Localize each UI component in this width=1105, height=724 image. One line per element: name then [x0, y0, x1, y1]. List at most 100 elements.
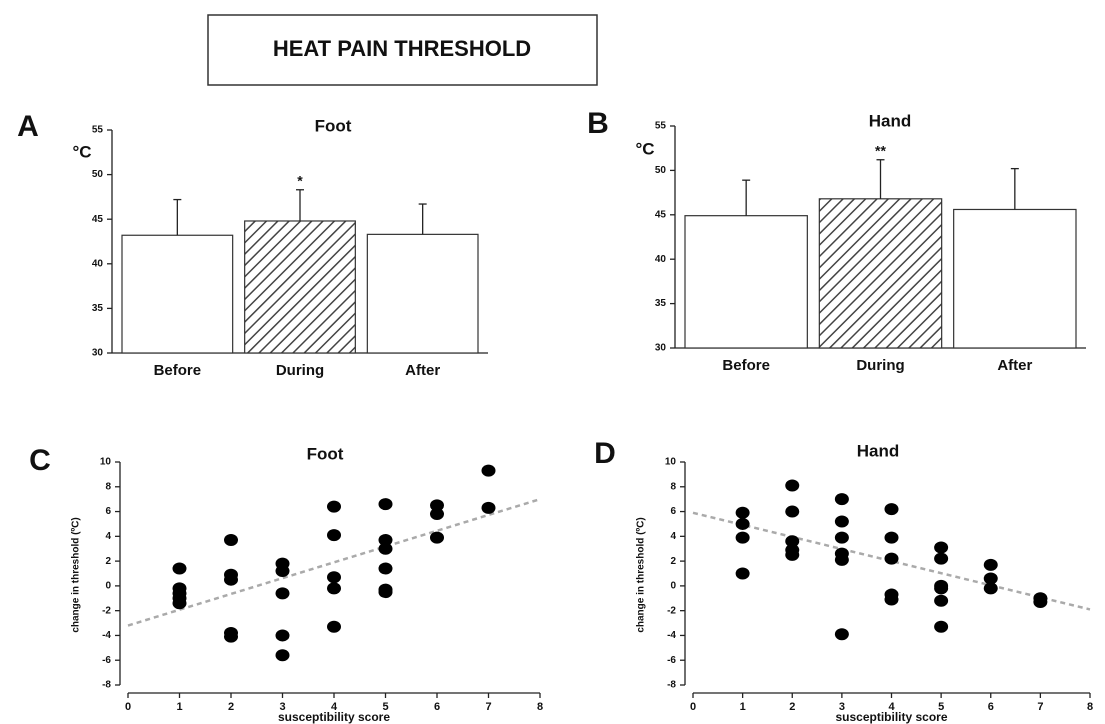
y-tick-label: 55	[655, 121, 667, 132]
panel-title: Foot	[315, 116, 352, 135]
x-tick-label: 2	[228, 701, 234, 713]
point	[224, 573, 238, 586]
point	[934, 594, 949, 607]
y-tick-label: 50	[655, 165, 667, 176]
point	[327, 500, 341, 513]
title-box	[207, 14, 598, 86]
x-tick-label: 1	[176, 701, 182, 713]
x-tick-label: 0	[125, 701, 131, 713]
x-tick-label: 6	[988, 701, 994, 713]
y-tick-label: -4	[667, 630, 676, 641]
bar	[818, 198, 943, 349]
y-tick-label: -6	[667, 655, 676, 666]
y-tick-label: 0	[105, 581, 111, 592]
y-tick-label: -8	[667, 680, 676, 691]
y-tick-label: 8	[670, 481, 676, 492]
point	[785, 535, 800, 548]
x-tick-label: 4	[888, 701, 895, 713]
point	[275, 649, 290, 662]
panel-letter: C	[29, 444, 51, 477]
x-tick-label: 0	[690, 701, 696, 713]
point	[785, 479, 800, 492]
point	[224, 630, 238, 643]
x-tick-label: 8	[1087, 701, 1093, 713]
point	[934, 552, 949, 565]
x-tick-label: Before	[154, 362, 202, 379]
panel-title: Foot	[307, 444, 344, 463]
point	[275, 629, 290, 642]
y-tick-label: 8	[105, 481, 111, 492]
y-axis-label: change in threshold (ºC)	[71, 517, 82, 632]
annotation: **	[875, 142, 886, 158]
y-tick-label: -2	[102, 605, 111, 616]
y-tick-label: 30	[655, 343, 667, 354]
y-tick-label: 35	[655, 298, 667, 309]
y-tick-label: -6	[102, 655, 111, 666]
x-tick-label: After	[405, 362, 440, 379]
point	[1033, 595, 1048, 608]
annotation: *	[297, 172, 303, 188]
bar	[244, 220, 356, 354]
y-tick-label: 0	[670, 581, 676, 592]
point	[378, 586, 393, 599]
point	[378, 542, 393, 555]
x-axis-label: susceptibility score	[835, 710, 947, 724]
bar	[366, 233, 479, 354]
y-tick-label: 50	[92, 169, 104, 180]
y-tick-label: 2	[105, 556, 111, 567]
point	[884, 552, 899, 565]
panel-letter: B	[587, 107, 609, 140]
y-tick-label: 35	[92, 303, 104, 314]
point	[275, 565, 290, 578]
point	[983, 582, 998, 595]
point	[934, 620, 949, 633]
x-tick-label: 6	[434, 701, 440, 713]
point	[378, 498, 393, 511]
x-axis-label: susceptibility score	[278, 710, 390, 724]
x-tick-label: After	[997, 357, 1032, 374]
point	[275, 587, 290, 600]
panel-title: Hand	[869, 111, 912, 130]
y-tick-label: 45	[92, 214, 104, 225]
panel-title: Hand	[857, 441, 900, 460]
trendline	[127, 497, 541, 627]
point	[327, 529, 341, 542]
y-tick-label: 45	[655, 209, 667, 220]
x-tick-label: 7	[485, 701, 491, 713]
x-tick-label: 1	[740, 701, 746, 713]
point	[785, 505, 800, 518]
point	[934, 582, 949, 595]
x-tick-label: During	[276, 362, 324, 379]
x-tick-label: During	[856, 357, 904, 374]
point	[378, 534, 393, 547]
point	[735, 517, 750, 530]
y-tick-label: -8	[102, 680, 111, 691]
x-tick-label: 7	[1037, 701, 1043, 713]
y-tick-label: -2	[667, 605, 676, 616]
x-tick-label: 5	[382, 701, 388, 713]
point	[378, 562, 393, 575]
point	[983, 572, 998, 585]
x-tick-label: 3	[279, 701, 285, 713]
point	[834, 493, 849, 506]
point	[430, 499, 444, 512]
x-tick-label: 4	[331, 701, 338, 713]
point	[785, 548, 800, 561]
x-tick-label: Before	[722, 357, 770, 374]
y-tick-label: 55	[92, 125, 104, 136]
point	[834, 515, 849, 528]
y-tick-label: 6	[670, 506, 676, 517]
point	[327, 582, 341, 595]
x-tick-label: 8	[537, 701, 543, 713]
point	[327, 620, 341, 633]
point	[224, 534, 238, 547]
y-tick-label: -4	[102, 630, 111, 641]
point	[735, 506, 750, 519]
point	[834, 553, 849, 566]
point	[172, 562, 187, 575]
y-axis-label: change in threshold (ºC)	[636, 517, 647, 632]
panel-letter: D	[594, 437, 616, 470]
point	[834, 531, 849, 544]
point	[934, 541, 949, 554]
